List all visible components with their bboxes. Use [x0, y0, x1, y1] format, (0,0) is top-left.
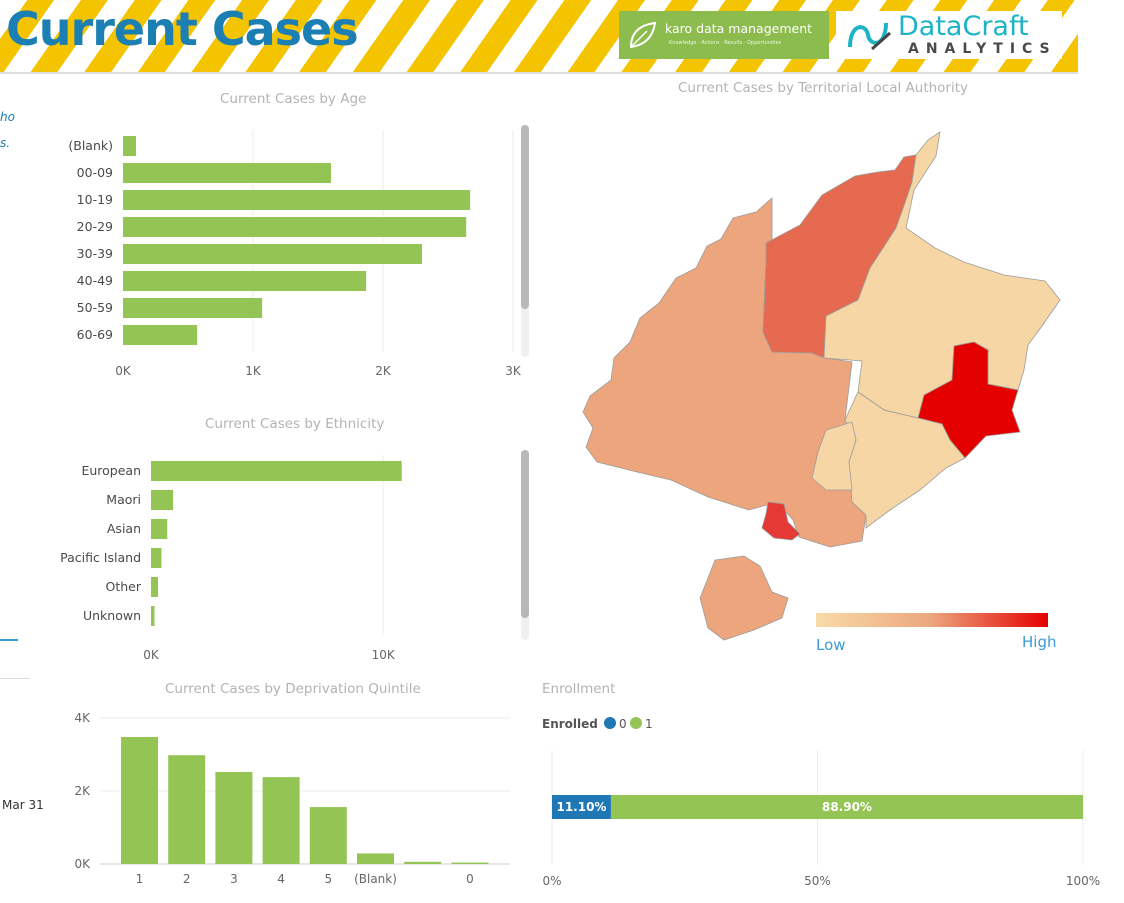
- category-label: Unknown: [83, 608, 141, 623]
- category-label: 10-19: [77, 192, 113, 207]
- scrollbar-thumb[interactable]: [521, 125, 529, 309]
- x-tick-label: 4: [277, 872, 285, 886]
- cropped-text-fragment: ho: [0, 110, 15, 124]
- bar[interactable]: [123, 271, 367, 291]
- legend-marker: [630, 717, 642, 729]
- category-label: Maori: [106, 492, 141, 507]
- age-bar-chart: 0K 1K 2K 3K (Blank) 00-09 10-19 20-29 30-39 40-49…: [68, 125, 529, 378]
- bar[interactable]: [123, 325, 198, 345]
- y-tick-label: 0K: [74, 857, 91, 871]
- map-region-island[interactable]: [699, 555, 789, 641]
- cropped-text-fragment: s.: [0, 136, 11, 150]
- bar[interactable]: [262, 777, 300, 864]
- x-tick-label: 0K: [115, 364, 132, 378]
- ethnicity-bar-chart: 0K 10K European Maori Asian Pacific Island Oth…: [60, 450, 529, 662]
- x-tick-label: 100%: [1066, 874, 1100, 888]
- x-tick-label: 3K: [505, 364, 522, 378]
- cropped-axis-date: Mar 31: [2, 798, 44, 812]
- bar[interactable]: [357, 853, 394, 864]
- x-tick-label: 1: [136, 872, 144, 886]
- dashboard-header: Current Cases karo data management Knowl…: [0, 0, 1078, 74]
- category-label: 50-59: [77, 300, 113, 315]
- ethnicity-chart-title: Current Cases by Ethnicity: [205, 416, 385, 432]
- map-region-west[interactable]: [582, 197, 867, 548]
- category-label: Other: [106, 579, 142, 594]
- karo-logo-tagline: Knowledge · Actions · Results · Opportun…: [669, 40, 782, 46]
- category-label: (Blank): [68, 138, 113, 153]
- tla-choropleth-map: [582, 131, 1061, 641]
- bar[interactable]: [123, 190, 471, 210]
- bar[interactable]: [151, 490, 174, 510]
- bar[interactable]: [123, 163, 331, 183]
- x-tick-label: 0%: [542, 874, 561, 888]
- legend-label: 0: [619, 717, 627, 731]
- bar[interactable]: [123, 136, 136, 156]
- bar-segment[interactable]: [552, 795, 611, 819]
- datacraft-logo-name: DataCraft: [898, 11, 1029, 42]
- category-label: 40-49: [77, 273, 113, 288]
- legend-title: Enrolled: [542, 717, 598, 731]
- datacraft-logo: DataCraft ANALYTICS: [836, 11, 1062, 59]
- category-label: 00-09: [77, 165, 113, 180]
- x-tick-label: 50%: [804, 874, 831, 888]
- bar[interactable]: [404, 861, 442, 864]
- x-tick-label: 3: [230, 872, 238, 886]
- map-region-city[interactable]: [761, 501, 801, 541]
- bar[interactable]: [151, 519, 168, 539]
- map-region-inner-south[interactable]: [811, 421, 857, 491]
- datacraft-logo-sub: ANALYTICS: [908, 41, 1057, 57]
- bar[interactable]: [309, 807, 347, 864]
- category-label: European: [81, 463, 141, 478]
- bar[interactable]: [451, 862, 489, 864]
- age-chart-title: Current Cases by Age: [220, 91, 367, 107]
- y-tick-label: 4K: [74, 711, 91, 725]
- map-legend-high: High: [1022, 633, 1057, 651]
- enrollment-stacked-chart: Enrolled 0 1 0% 50% 100% 11.10% 88.90%: [542, 717, 1100, 888]
- data-label: 11.10%: [556, 800, 606, 814]
- legend-label: 1: [645, 717, 653, 731]
- data-label: 88.90%: [822, 800, 872, 814]
- x-tick-label: 10K: [372, 648, 396, 662]
- bar[interactable]: [123, 217, 467, 237]
- x-tick-label: 0K: [143, 648, 160, 662]
- enrollment-chart-title: Enrollment: [542, 681, 616, 697]
- deprivation-chart-title: Current Cases by Deprivation Quintile: [165, 681, 421, 697]
- category-label: 30-39: [77, 246, 113, 261]
- bar-segment[interactable]: [610, 795, 1083, 819]
- legend-marker: [604, 717, 616, 729]
- bar[interactable]: [168, 755, 206, 864]
- bar[interactable]: [121, 736, 158, 864]
- bar[interactable]: [123, 298, 263, 318]
- divider: [0, 678, 30, 679]
- scrollbar-thumb[interactable]: [521, 450, 529, 618]
- leaf-icon: [629, 21, 657, 49]
- datacraft-mark-icon: [848, 22, 891, 51]
- map-color-legend: [816, 613, 1048, 627]
- x-tick-label: (Blank): [354, 872, 397, 886]
- deprivation-bar-chart: 0K 2K 4K 1 2 3 4 5 (Blank) 0: [74, 711, 510, 886]
- karo-logo-name: karo data management: [665, 21, 813, 36]
- map-legend-low: Low: [816, 636, 846, 654]
- bar[interactable]: [123, 244, 422, 264]
- bar[interactable]: [151, 577, 158, 597]
- cropped-line-fragment: [0, 639, 18, 641]
- bar[interactable]: [151, 461, 402, 481]
- category-label: 60-69: [77, 327, 113, 342]
- bar[interactable]: [215, 772, 253, 864]
- bar[interactable]: [151, 548, 162, 568]
- karo-logo: karo data management Knowledge · Actions…: [619, 11, 829, 59]
- category-label: Asian: [107, 521, 141, 536]
- x-tick-label: 5: [324, 872, 332, 886]
- map-region-east-highlight[interactable]: [917, 341, 1021, 459]
- x-tick-label: 1K: [245, 364, 262, 378]
- x-tick-label: 2: [183, 872, 191, 886]
- x-tick-label: 2K: [375, 364, 392, 378]
- x-tick-label: 0: [466, 872, 474, 886]
- map-title: Current Cases by Territorial Local Autho…: [678, 80, 969, 96]
- category-label: Pacific Island: [60, 550, 141, 565]
- category-label: 20-29: [77, 219, 113, 234]
- y-tick-label: 2K: [74, 784, 91, 798]
- page-title: Current Cases: [6, 2, 359, 56]
- bar[interactable]: [151, 606, 155, 626]
